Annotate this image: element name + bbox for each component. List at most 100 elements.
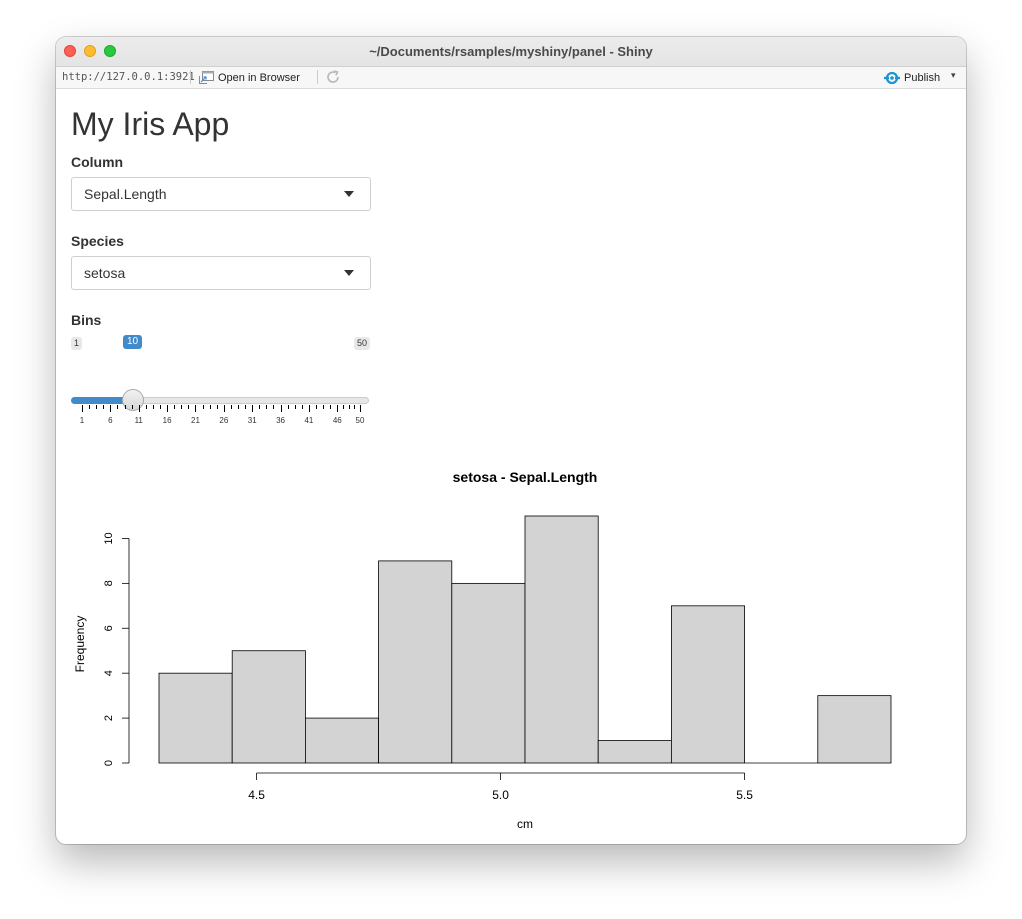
- histogram-bar: [378, 560, 453, 764]
- slider-minor-tick: [152, 405, 154, 409]
- slider-minor-tick: [245, 405, 247, 409]
- slider-tick-label: 6: [108, 416, 113, 425]
- slider-minor-tick: [202, 405, 204, 409]
- page-title: My Iris App: [71, 106, 230, 142]
- species-select-value: setosa: [84, 265, 126, 281]
- column-select[interactable]: Sepal.Length: [71, 177, 371, 211]
- slider-minor-tick: [209, 405, 211, 409]
- bins-slider-handle[interactable]: [122, 389, 144, 411]
- histogram-bar: [671, 605, 746, 764]
- slider-major-tick: [337, 405, 339, 412]
- slider-tick-label: 36: [276, 416, 286, 425]
- y-axis-label: Frequency: [73, 616, 87, 673]
- slider-minor-tick: [330, 405, 332, 409]
- y-tick-label: 8: [103, 580, 115, 586]
- slider-minor-tick: [342, 405, 344, 409]
- histogram-bar: [597, 740, 672, 764]
- slider-tick-label: 50: [355, 416, 365, 425]
- app-window: ~/Documents/rsamples/myshiny/panel - Shi…: [56, 37, 966, 844]
- slider-max-label: 50: [354, 337, 371, 350]
- viewer-toolbar: http://127.0.0.1:3921 Open in Browser P: [56, 67, 966, 89]
- x-tick-label: 5.5: [736, 788, 753, 802]
- x-tick-label: 5.0: [492, 788, 509, 802]
- histogram-bar: [524, 515, 599, 764]
- app-content: My Iris App Column Sepal.Length Species …: [56, 89, 966, 844]
- slider-minor-tick: [89, 405, 91, 409]
- minimize-window-button[interactable]: [84, 45, 96, 57]
- histogram-bar: [158, 672, 233, 764]
- slider-minor-tick: [124, 405, 126, 409]
- slider-major-tick: [223, 405, 225, 412]
- slider-minor-tick: [145, 405, 147, 409]
- window-title: ~/Documents/rsamples/myshiny/panel - Shi…: [369, 44, 653, 59]
- slider-minor-tick: [188, 405, 190, 409]
- url-display[interactable]: http://127.0.0.1:3921: [62, 71, 195, 83]
- slider-major-tick: [308, 405, 310, 412]
- slider-minor-tick: [216, 405, 218, 409]
- x-tick-label: 4.5: [248, 788, 265, 802]
- slider-tick-label: 31: [247, 416, 257, 425]
- histogram-bar: [451, 582, 526, 764]
- chevron-down-icon[interactable]: ▾: [951, 70, 956, 80]
- close-window-button[interactable]: [64, 45, 76, 57]
- histogram-bar: [231, 650, 306, 764]
- slider-minor-tick: [103, 405, 105, 409]
- slider-value-label: 10: [123, 335, 143, 349]
- slider-minor-tick: [294, 405, 296, 409]
- open-in-browser-button[interactable]: Open in Browser: [199, 69, 300, 86]
- slider-min-label: 1: [71, 337, 83, 350]
- slider-minor-tick: [301, 405, 303, 409]
- slider-major-tick: [138, 405, 140, 412]
- toolbar-divider: [190, 70, 191, 84]
- slider-major-tick: [110, 405, 112, 412]
- slider-tick-label: 26: [219, 416, 229, 425]
- publish-label: Publish: [904, 71, 941, 84]
- slider-minor-tick: [287, 405, 289, 409]
- slider-minor-tick: [354, 405, 356, 409]
- bins-slider-fill: [71, 397, 133, 404]
- maximize-window-button[interactable]: [104, 45, 116, 57]
- slider-tick-label: 46: [332, 416, 342, 425]
- x-axis-label: cm: [517, 817, 533, 831]
- slider-minor-tick: [96, 405, 98, 409]
- caret-down-icon: [344, 270, 354, 276]
- title-bar: ~/Documents/rsamples/myshiny/panel - Shi…: [56, 37, 966, 67]
- y-tick-label: 0: [103, 760, 115, 766]
- slider-major-tick: [252, 405, 254, 412]
- slider-minor-tick: [259, 405, 261, 409]
- slider-minor-tick: [238, 405, 240, 409]
- slider-minor-tick: [160, 405, 161, 409]
- slider-minor-tick: [348, 405, 350, 409]
- slider-minor-tick: [323, 405, 325, 409]
- column-select-value: Sepal.Length: [84, 186, 167, 202]
- chart-title: setosa - Sepal.Length: [453, 469, 598, 485]
- publish-button[interactable]: Publish: [884, 69, 940, 86]
- y-tick-label: 4: [103, 670, 115, 676]
- bins-label: Bins: [71, 312, 102, 328]
- slider-major-tick: [167, 405, 169, 412]
- toolbar-divider: [317, 70, 318, 84]
- slider-minor-tick: [174, 405, 176, 409]
- slider-tick-label: 41: [304, 416, 314, 425]
- publish-icon: [884, 71, 900, 84]
- refresh-icon[interactable]: [325, 69, 341, 85]
- histogram-bar: [817, 695, 892, 764]
- axes: 0 2 4 6 8 10 4.5 5.0 5.5: [103, 532, 753, 802]
- y-tick-label: 6: [103, 625, 115, 631]
- slider-minor-tick: [316, 405, 318, 409]
- open-browser-icon: [199, 71, 214, 84]
- slider-major-tick: [280, 405, 282, 412]
- species-select[interactable]: setosa: [71, 256, 371, 290]
- slider-minor-tick: [230, 405, 232, 409]
- slider-major-tick: [82, 405, 83, 412]
- open-in-browser-label: Open in Browser: [218, 71, 300, 84]
- histogram-chart: setosa - Sepal.Length cm Frequency 0 2 4 6 8…: [73, 469, 892, 831]
- slider-minor-tick: [117, 405, 119, 409]
- slider-minor-tick: [273, 405, 275, 409]
- slider-major-tick: [195, 405, 197, 412]
- y-tick-label: 10: [103, 532, 115, 544]
- histogram-bar: [304, 717, 379, 764]
- species-label: Species: [71, 233, 124, 249]
- bars: [158, 515, 892, 764]
- slider-tick-label: 11: [134, 416, 143, 425]
